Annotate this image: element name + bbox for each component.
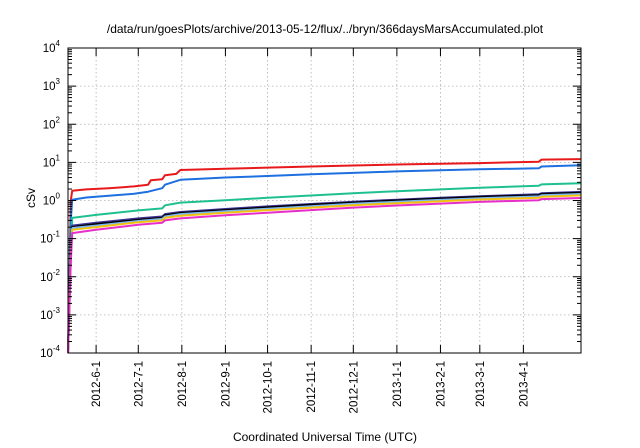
x-tick-label: 2012-8-1 xyxy=(177,361,189,407)
y-tick-label: 10-3 xyxy=(40,306,60,322)
x-axis-label: Coordinated Universal Time (UTC) xyxy=(233,430,417,444)
series-line-3 xyxy=(67,182,582,354)
x-tick-label: 2013-3-1 xyxy=(475,361,487,407)
x-tick-label: 2012-7-1 xyxy=(133,361,145,407)
y-tick-label: 101 xyxy=(43,153,61,169)
x-tick-label: 2012-10-1 xyxy=(263,361,275,413)
series-group xyxy=(67,158,582,354)
series-line-1 xyxy=(67,158,582,354)
grid xyxy=(68,48,581,353)
series-line-4 xyxy=(67,190,582,354)
y-tick-label: 104 xyxy=(43,39,61,55)
x-tick-label: 2013-1-1 xyxy=(392,361,404,407)
series-line-7 xyxy=(67,194,582,354)
x-tick-labels: 2012-6-1 2012-7-1 2012-8-1 2012-9-1 2012-10-… xyxy=(91,361,530,413)
ticks xyxy=(68,47,581,354)
y-tick-label: 100 xyxy=(43,192,61,208)
y-tick-label: 103 xyxy=(43,77,61,93)
y-tick-label: 10-4 xyxy=(40,344,60,360)
x-tick-label: 2012-6-1 xyxy=(91,361,103,407)
x-tick-label: 2012-12-1 xyxy=(348,361,360,413)
chart-title: /data/run/goesPlots/archive/2013-05-12/f… xyxy=(107,22,544,36)
y-tick-label: 10-2 xyxy=(40,268,60,284)
series-line-2 xyxy=(67,164,582,354)
x-tick-label: 2012-9-1 xyxy=(220,361,232,407)
series-line-8 xyxy=(67,197,582,354)
y-tick-label: 102 xyxy=(43,115,61,131)
x-tick-label: 2013-4-1 xyxy=(518,361,530,407)
y-tick-labels: 10-4 10-3 10-2 10-1 100 101 102 103 104 xyxy=(40,39,60,360)
y-axis-label: cSv xyxy=(24,188,38,208)
y-tick-label: 10-1 xyxy=(40,230,60,246)
series-line-5 xyxy=(67,191,582,354)
series-line-6 xyxy=(67,193,582,354)
x-tick-label: 2013-2-1 xyxy=(435,361,447,407)
x-tick-label: 2012-11-1 xyxy=(306,361,318,413)
